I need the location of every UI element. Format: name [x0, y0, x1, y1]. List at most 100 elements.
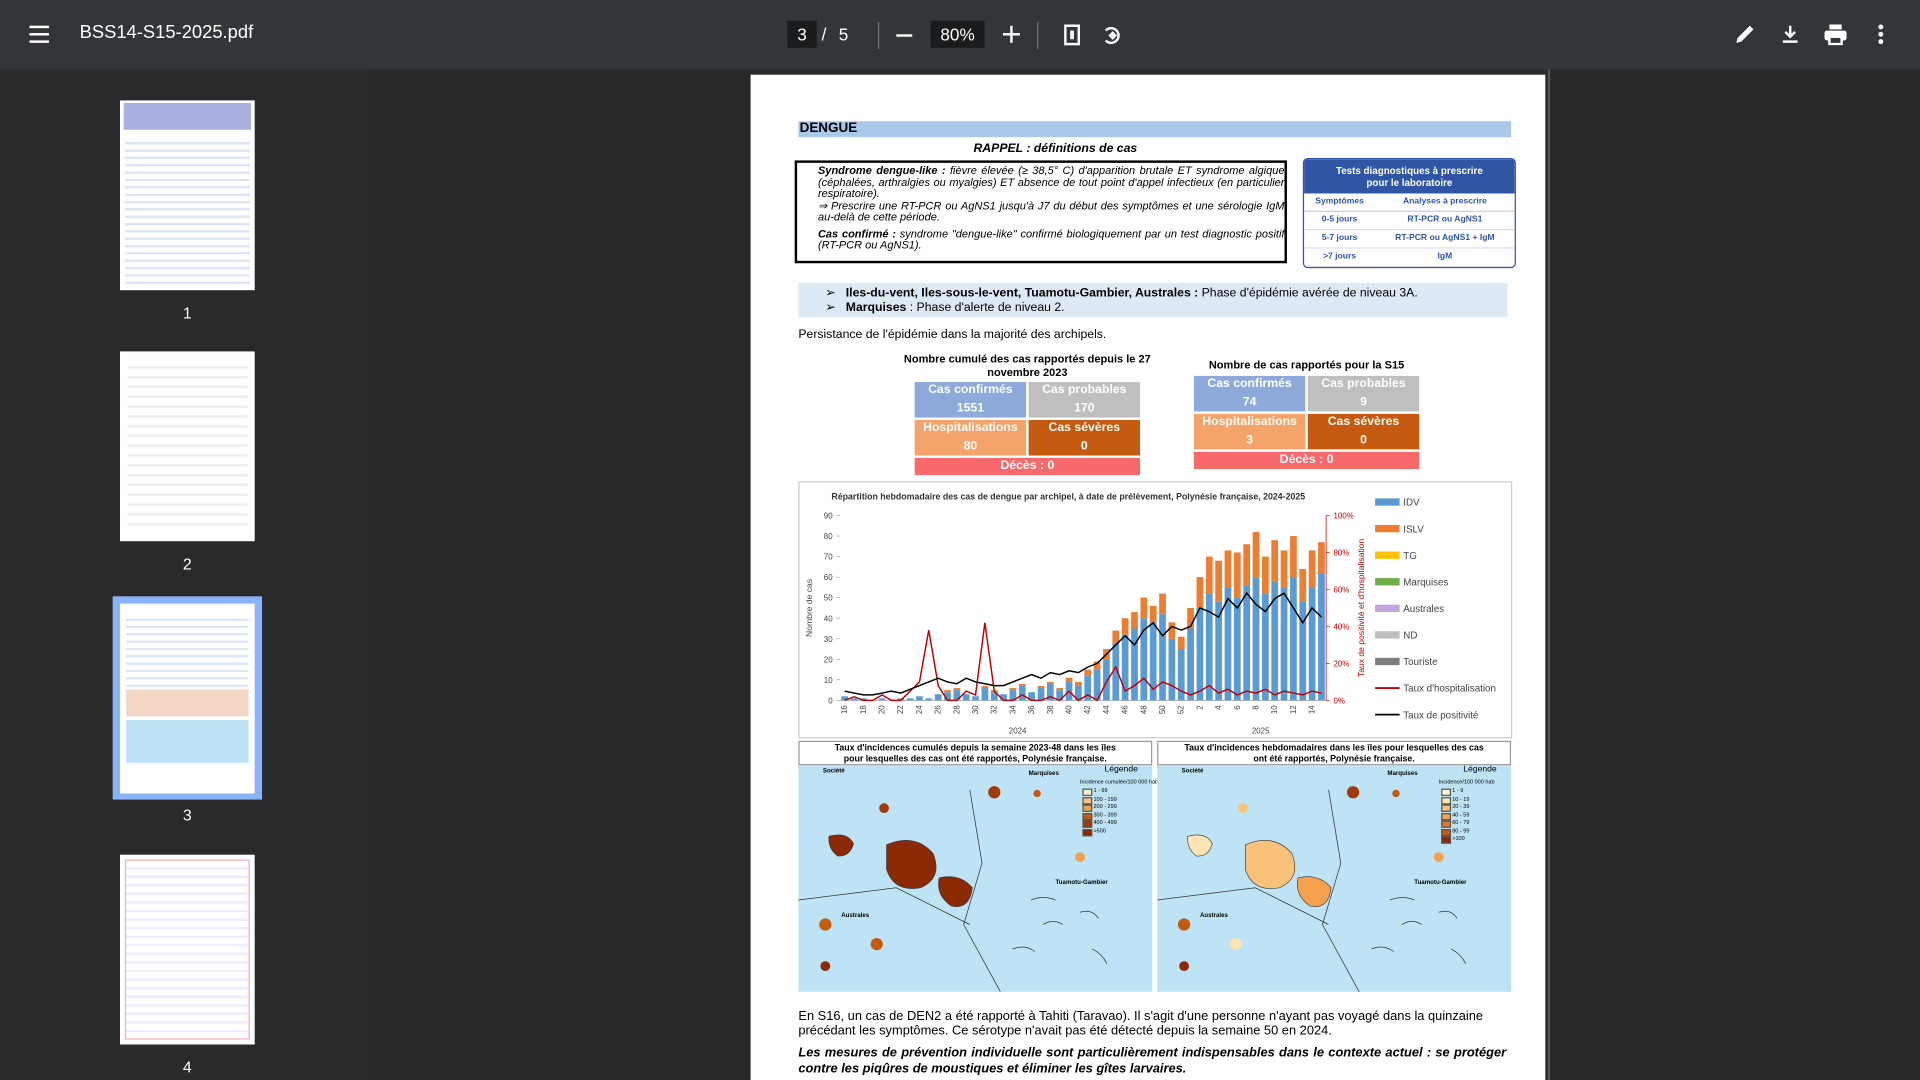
bar: [1308, 587, 1316, 701]
bar: [1018, 686, 1026, 701]
boundary: [1322, 789, 1360, 992]
map-label: Tuamotu-Gambier: [1055, 879, 1108, 887]
map-label: Marquises: [1028, 770, 1059, 778]
print[interactable]: [1823, 23, 1847, 46]
persistence: Persistance de l'épidémie dans la majori…: [798, 328, 1107, 342]
map-label: >500: [1093, 827, 1106, 834]
island: [1237, 803, 1248, 814]
bar: [1159, 614, 1166, 701]
y-tick-label: 60: [824, 573, 833, 582]
cell-label: Cas probables: [1321, 377, 1406, 391]
x-tick-label: 14: [1308, 705, 1317, 714]
filename: BSS14-S15-2025.pdf: [79, 22, 254, 43]
zoom-in[interactable]: [1002, 25, 1021, 43]
bar: [1168, 638, 1176, 701]
legend-swatch: [1441, 804, 1452, 812]
bar: [1046, 681, 1054, 684]
zoom-input[interactable]: 80%: [930, 20, 985, 48]
bar: [1037, 688, 1045, 701]
map-label: >100: [1452, 835, 1465, 842]
header: Symptômes: [1315, 197, 1364, 206]
island: [1179, 961, 1189, 972]
atoll: [1371, 897, 1467, 964]
legend-swatch: [1375, 657, 1400, 666]
boundary: [963, 789, 1001, 992]
x-tick-label: 48: [1139, 705, 1148, 714]
island: [879, 803, 889, 814]
island: [1392, 789, 1400, 798]
legend-swatch: [1375, 578, 1400, 586]
bar: [1252, 577, 1260, 701]
download[interactable]: [1779, 23, 1801, 45]
x-tick-label: 20: [878, 705, 887, 714]
bar: [1056, 690, 1064, 701]
term: Syndrome dengue-like :: [817, 164, 946, 177]
annotate[interactable]: [1734, 23, 1756, 45]
map-label: 100 - 199: [1093, 795, 1117, 802]
thumbnail[interactable]: [120, 351, 255, 542]
cell: >7 jours: [1323, 252, 1357, 261]
bar: [1065, 677, 1073, 682]
bar: [878, 698, 886, 701]
y2-tick-label: 80%: [1333, 549, 1349, 558]
x-tick-label: 22: [896, 705, 905, 714]
bar: [1205, 556, 1213, 594]
bar: [1187, 607, 1194, 629]
deaths: Décès : 0: [1193, 451, 1420, 469]
island: [820, 961, 831, 972]
chart: Répartition hebdomadaire des cas de deng…: [804, 492, 1496, 736]
x-tick-label: 10: [1270, 705, 1279, 714]
bar: [1084, 669, 1092, 676]
page-total: 5: [838, 24, 849, 45]
rotate[interactable]: [1101, 24, 1123, 46]
cell-label: Hospitalisations: [1202, 415, 1297, 429]
text: fièvre élevée (≥ 38,5° C) d'apparition b…: [817, 164, 1285, 200]
bar: [1112, 642, 1120, 701]
x-tick-label: 36: [1027, 705, 1036, 714]
year-label: 2025: [1252, 726, 1270, 735]
text: Phase d'épidémie avérée de niveau 3A.: [1198, 286, 1418, 301]
bar: [1271, 581, 1279, 701]
situation: ➢ Iles-du-vent, Iles-sous-le-vent, Tuamo…: [798, 282, 1508, 318]
y-tick-label: 20: [824, 655, 833, 664]
page-input[interactable]: 3: [787, 20, 817, 48]
toolbar: BSS14-S15-2025.pdf 3 / 5 80%: [0, 0, 1920, 70]
x-tick-label: 42: [1083, 705, 1092, 714]
zoom-out[interactable]: [896, 34, 913, 37]
summary-cell: Cas probables 170: [1028, 382, 1141, 418]
y2-tick-label: 60%: [1333, 586, 1349, 595]
bar: [1018, 683, 1026, 687]
bar: [1308, 550, 1316, 588]
island: [1033, 789, 1041, 798]
tests-table: Tests diagnostiques à prescrire pour le …: [1302, 157, 1516, 269]
y2-tick-label: 40%: [1333, 623, 1349, 632]
thumbnail[interactable]: [120, 100, 255, 291]
map-label: Incidence cumulée/100 000 hab: [1080, 778, 1159, 785]
bar: [1121, 618, 1129, 635]
fit-page[interactable]: [1064, 24, 1081, 46]
thumbnail[interactable]: [120, 603, 255, 794]
x-tick-label: 28: [952, 705, 961, 714]
summary-cell: Cas confirmés 74: [1193, 375, 1306, 412]
bar: [1261, 593, 1269, 701]
bar: [1084, 675, 1092, 701]
bar: [1112, 630, 1120, 643]
rappel: RAPPEL : définitions de cas: [973, 142, 1138, 156]
thumbnail-label: 2: [182, 554, 192, 574]
emphasis: Les mesures de prévention individuelle s…: [798, 1045, 1507, 1077]
legend-swatch: [1082, 820, 1093, 828]
more[interactable]: [1876, 23, 1886, 45]
x-tick-label: 26: [934, 705, 943, 714]
text: ⇒ Prescrire une RT-PCR ou AgNS1 jusqu'à …: [817, 198, 1285, 223]
menu-button[interactable]: [29, 24, 51, 44]
bar: [1271, 540, 1279, 582]
map-title: Taux d'incidences cumulés depuis la sema…: [798, 740, 1153, 766]
bar: [925, 698, 933, 701]
legend-swatch: [1441, 812, 1452, 820]
summary-cell: Cas confirmés 1551: [914, 382, 1027, 418]
thumbnail[interactable]: [120, 854, 255, 1045]
text: syndrome "dengue-like" confirmé biologiq…: [817, 227, 1285, 252]
legend-label: ISLV: [1403, 524, 1424, 535]
bar: [990, 692, 998, 701]
legend-label: Taux de positivité: [1403, 710, 1478, 721]
